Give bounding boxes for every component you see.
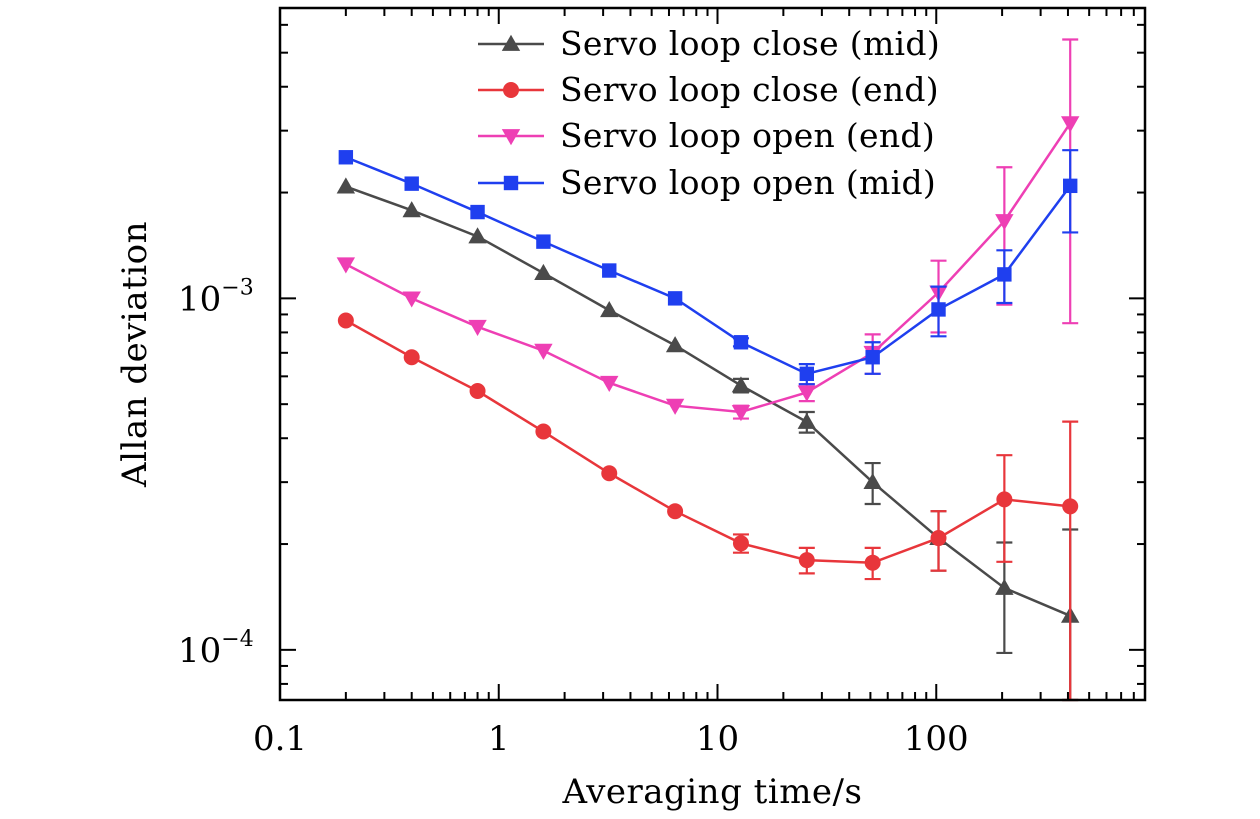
legend-marker — [503, 82, 519, 98]
data-point — [997, 267, 1012, 282]
data-point — [338, 150, 354, 165]
legend-item-2: Servo loop open (end) — [478, 116, 935, 155]
x-tick-label: 0.1 — [253, 719, 307, 759]
data-point — [601, 465, 618, 482]
data-point — [337, 312, 354, 329]
x-tick-label: 1 — [488, 719, 510, 759]
series-line — [345, 156, 1072, 376]
data-point — [995, 578, 1014, 595]
data-point — [535, 423, 552, 440]
data-point — [602, 263, 617, 278]
data-point — [798, 552, 815, 569]
y-tick-label: 10−4 — [178, 627, 254, 671]
legend-marker — [501, 34, 521, 51]
data-point — [797, 385, 817, 402]
data-point — [667, 503, 684, 520]
data-point — [995, 214, 1014, 231]
series-line — [345, 122, 1072, 414]
axes: 0.1 1 10 100 10−4 10−3 — [178, 6, 1147, 759]
data-point — [865, 350, 880, 365]
data-point — [600, 375, 619, 393]
data-point — [402, 201, 421, 218]
data-point — [930, 530, 947, 547]
data-point — [403, 349, 420, 366]
data-point — [336, 257, 356, 274]
data-point — [732, 535, 749, 552]
data-point — [733, 335, 749, 350]
data-point — [731, 376, 751, 393]
y-tick-label: 10−3 — [178, 275, 254, 319]
data-point — [665, 336, 685, 353]
data-point — [600, 301, 619, 318]
legend-marker — [503, 175, 519, 191]
data-point — [1062, 498, 1079, 515]
data-point — [534, 263, 553, 280]
series-1 — [337, 312, 1079, 702]
plot-frame — [278, 6, 1147, 702]
series-0 — [336, 177, 1080, 702]
x-tick-label: 100 — [904, 719, 969, 759]
data-point — [864, 554, 881, 571]
data-point — [797, 412, 817, 429]
data-point — [996, 491, 1013, 508]
legend-label: Servo loop open (end) — [560, 116, 935, 155]
data-point — [404, 176, 419, 191]
data-point — [536, 234, 551, 249]
y-axis-title: Allan deviation — [115, 221, 155, 488]
series-3 — [338, 149, 1079, 386]
data-point — [1063, 178, 1078, 194]
legend-label: Servo loop open (mid) — [560, 163, 936, 202]
series-layer — [336, 38, 1080, 702]
legend-label: Servo loop close (mid) — [560, 24, 940, 63]
data-point — [534, 343, 553, 360]
x-axis-title: Averaging time/s — [562, 772, 863, 812]
legend-label: Servo loop close (end) — [560, 70, 939, 109]
legend-marker — [501, 129, 521, 146]
x-tick-label: 10 — [696, 719, 739, 759]
series-line — [345, 185, 1071, 617]
legend-item-1: Servo loop close (end) — [478, 70, 939, 109]
data-point — [863, 472, 882, 490]
data-point — [1061, 116, 1080, 133]
data-point — [731, 405, 751, 422]
data-point — [402, 291, 421, 308]
legend-item-3: Servo loop open (mid) — [478, 163, 936, 202]
data-point — [931, 302, 946, 317]
data-point — [469, 383, 486, 400]
data-point — [799, 366, 815, 382]
data-point — [468, 227, 487, 244]
data-point — [667, 291, 683, 306]
legend: Servo loop close (mid) Servo loop close (… — [478, 24, 940, 202]
legend-item-0: Servo loop close (mid) — [478, 24, 940, 63]
data-point — [336, 177, 356, 194]
data-point — [468, 319, 487, 337]
data-point — [470, 204, 485, 220]
series-line — [345, 319, 1071, 564]
data-point — [665, 398, 685, 415]
